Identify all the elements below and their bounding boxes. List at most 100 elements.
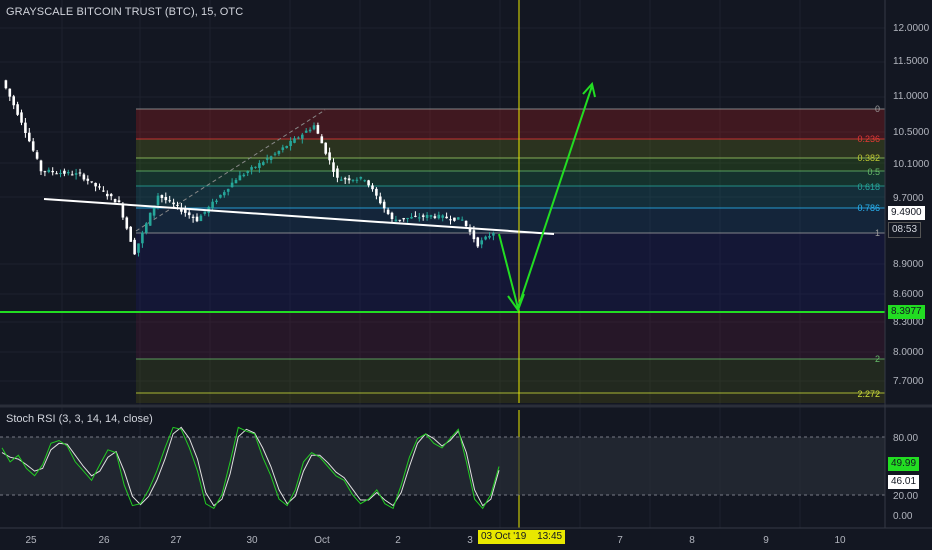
price-tick: 10.5000 (893, 127, 930, 138)
candle-body (460, 219, 464, 221)
time-tick: 27 (170, 535, 182, 546)
candle-body (379, 196, 382, 204)
candle-body (258, 163, 261, 168)
candle-body (340, 179, 343, 181)
candle-body (375, 188, 378, 196)
candle-body (418, 217, 421, 219)
candle-body (31, 141, 35, 151)
time-tick: 26 (98, 535, 110, 546)
candle-body (433, 216, 437, 218)
candle-body (351, 179, 355, 181)
candle-body (406, 217, 409, 219)
candle-body (94, 182, 97, 187)
fib-label: 0.382 (857, 153, 880, 163)
fib-label: 0.5 (867, 167, 880, 177)
candle-body (421, 215, 425, 217)
candle-body (211, 201, 214, 209)
stoch-axis[interactable]: 80.00 20.00 0.00 (893, 433, 918, 522)
current-price-tag: 9.4900 (888, 206, 925, 220)
candle-body (141, 232, 144, 244)
candle-body (492, 233, 495, 236)
candle-body (457, 217, 460, 220)
candle-body (293, 138, 296, 143)
time-tick: Oct (314, 535, 330, 546)
price-tick: 7.7000 (893, 376, 924, 387)
candle-body (414, 215, 417, 217)
candle-body (363, 180, 366, 182)
candle-body (246, 171, 249, 173)
candle-body (195, 216, 199, 222)
price-axis[interactable]: 12.0000 11.5000 11.0000 10.5000 10.1000 9.700… (893, 23, 930, 387)
candle-body (394, 219, 398, 222)
fib-band (136, 171, 885, 186)
fib-label: 2.272 (857, 389, 880, 399)
candle-body (429, 215, 433, 217)
candle-body (35, 152, 39, 159)
candle-body (265, 158, 269, 160)
candle-body (16, 104, 19, 115)
candle-body (4, 80, 8, 89)
projection-arrow[interactable] (498, 81, 596, 313)
candle-body (106, 193, 109, 197)
time-tick: 2 (395, 535, 401, 546)
chart-grid (0, 0, 885, 528)
candle-body (12, 96, 15, 106)
candle-body (133, 239, 136, 255)
candle-body (59, 172, 62, 175)
candle-body (90, 181, 93, 183)
price-tick: 8.3000 (893, 317, 924, 328)
candle-body (301, 134, 304, 139)
candle-body (324, 142, 327, 154)
candle-body (47, 169, 51, 173)
candle-body (219, 194, 222, 198)
fib-band (136, 208, 885, 233)
candle-body (152, 205, 156, 216)
time-tick: 10 (834, 535, 846, 546)
fib-band (136, 139, 885, 158)
time-tick: 9 (763, 535, 769, 546)
countdown-tag: 08:53 (888, 222, 922, 238)
fib-band (136, 393, 885, 403)
candlestick-series (4, 79, 495, 257)
candle-body (445, 216, 448, 219)
fib-band (136, 158, 885, 171)
candle-body (109, 194, 113, 197)
candle-body (285, 145, 288, 148)
candle-body (367, 180, 370, 186)
candle-body (137, 243, 140, 253)
candle-body (402, 218, 405, 220)
candle-body (63, 170, 66, 174)
candle-body (215, 200, 218, 203)
candle-body (488, 236, 491, 238)
fib-band (136, 186, 885, 208)
time-axis[interactable]: 25 26 27 30 Oct 2 3 7 8 9 10 (25, 535, 846, 546)
candle-body (199, 215, 203, 222)
candle-body (78, 172, 82, 174)
candle-body (336, 168, 339, 178)
fib-trend-line[interactable] (135, 109, 326, 232)
support-trend-line[interactable] (43, 198, 555, 235)
candle-body (254, 166, 257, 168)
stoch-d-line (1, 426, 500, 507)
time-tick: 30 (246, 535, 258, 546)
candle-body (398, 219, 402, 221)
candle-body (312, 125, 316, 130)
level-price-tag: 8.3977 (888, 305, 925, 319)
candle-body (102, 190, 105, 192)
candle-body (410, 216, 413, 219)
fib-labels: 0 0.236 0.382 0.5 0.618 0.786 1 2 2.272 (857, 104, 880, 399)
candle-body (129, 226, 132, 242)
candle-body (187, 212, 191, 216)
candle-body (328, 152, 331, 161)
candle-body (441, 215, 444, 218)
candle-body (125, 217, 129, 229)
stoch-k-line (1, 426, 500, 510)
stoch-tick: 20.00 (893, 491, 918, 502)
candle-body (269, 156, 273, 160)
candle-body (145, 223, 148, 233)
candle-body (148, 212, 152, 226)
candle-body (355, 179, 359, 181)
fib-retracement[interactable] (136, 108, 885, 403)
candle-body (98, 186, 101, 188)
stoch-tick: 80.00 (893, 433, 918, 444)
